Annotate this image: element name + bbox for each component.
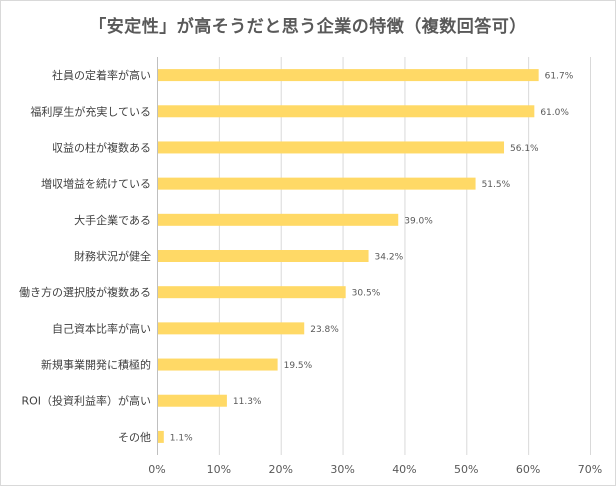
category-label: 自己資本比率が高い (52, 321, 151, 335)
value-label: 11.3% (233, 397, 262, 407)
value-label: 30.5% (352, 289, 381, 299)
chart-title: 「安定性」が高そうだと思う企業の特徴（複数回答可） (89, 17, 527, 37)
value-label: 1.1% (170, 433, 193, 443)
category-label: 新規事業開発に積極的 (41, 358, 151, 372)
value-label: 23.8% (310, 325, 339, 335)
bar (158, 286, 346, 299)
category-label: 働き方の選択肢が複数ある (19, 285, 151, 299)
value-label: 61.0% (540, 108, 569, 118)
x-tick-label: 60% (516, 463, 540, 476)
category-label: 大手企業である (74, 213, 151, 227)
value-label: 19.5% (284, 361, 313, 371)
bar (158, 430, 164, 443)
bar (158, 358, 278, 371)
category-label: 福利厚生が充実している (30, 104, 151, 118)
category-label: 収益の柱が複数ある (52, 140, 151, 154)
bar (158, 250, 369, 262)
category-label: ROI（投資利益率）が高い (21, 394, 151, 408)
bar (158, 69, 539, 82)
value-label: 56.1% (510, 144, 539, 154)
bar (158, 177, 476, 190)
category-label: その他 (118, 431, 151, 444)
x-tick-label: 10% (207, 463, 231, 476)
category-label: 増収増益を続けている (41, 177, 151, 191)
x-tick-label: 30% (330, 463, 354, 476)
bar (158, 105, 535, 118)
value-label: 51.5% (482, 180, 511, 190)
bar (158, 141, 505, 154)
category-label: 財務状況が健全 (74, 249, 151, 263)
value-label: 34.2% (375, 253, 404, 263)
bar (158, 213, 399, 226)
x-tick-label: 40% (392, 463, 416, 476)
x-tick-label: 70% (578, 463, 602, 476)
bar (158, 322, 305, 335)
x-tick-label: 50% (454, 463, 478, 476)
x-tick-label: 0% (148, 463, 165, 476)
value-label: 39.0% (404, 216, 433, 226)
bar (158, 394, 227, 407)
category-label: 社員の定着率が高い (52, 68, 151, 82)
value-label: 61.7% (545, 72, 574, 82)
x-tick-label: 20% (268, 463, 292, 476)
